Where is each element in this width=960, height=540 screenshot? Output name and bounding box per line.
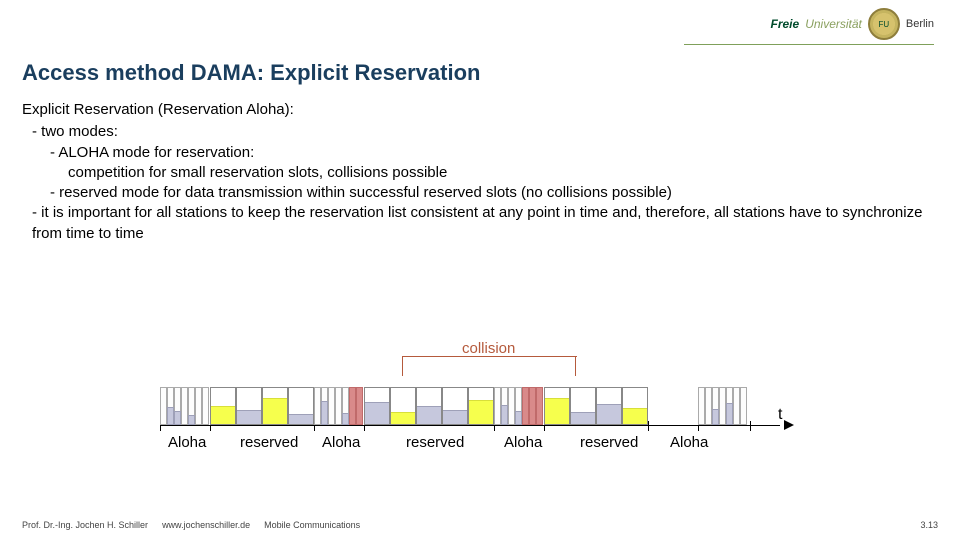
reserved-slot — [390, 387, 416, 425]
reserved-slot-fill — [443, 410, 467, 424]
reserved-slot — [236, 387, 262, 425]
aloha-collision-bar — [529, 387, 536, 425]
reserved-slot-fill — [545, 398, 569, 424]
segment-label: reserved — [406, 434, 464, 451]
collision-bracket-left — [402, 356, 403, 376]
segment-label: reserved — [580, 434, 638, 451]
reserved-slot-fill — [623, 408, 647, 424]
seal-icon: FU — [868, 8, 900, 40]
bullet-sync-note: - it is important for all stations to ke… — [22, 203, 938, 244]
reserved-slot — [596, 387, 622, 425]
footer-page-number: 3.13 — [920, 520, 938, 530]
axis-tick — [648, 421, 649, 431]
slide-body: Explicit Reservation (Reservation Aloha)… — [22, 100, 938, 244]
reserved-slot-fill — [571, 412, 595, 424]
aloha-mini-bar — [167, 407, 174, 425]
reserved-slot-fill — [237, 410, 261, 424]
aloha-collision-bar — [522, 387, 529, 425]
footer-url: www.jochenschiller.de — [162, 520, 250, 530]
reserved-slot — [442, 387, 468, 425]
aloha-slot — [195, 387, 202, 425]
aloha-slot — [494, 387, 501, 425]
time-axis — [160, 425, 780, 426]
segment-label: Aloha — [322, 434, 360, 451]
aloha-mini-bar — [174, 411, 181, 425]
aloha-collision-bar — [356, 387, 363, 425]
reserved-slot — [364, 387, 390, 425]
aloha-slot — [698, 387, 705, 425]
collision-bracket-top — [402, 356, 577, 357]
aloha-mini-bar — [712, 409, 719, 425]
segment-label: Aloha — [168, 434, 206, 451]
reserved-slot-fill — [365, 402, 389, 424]
time-axis-label: t — [778, 406, 782, 424]
aloha-slot — [705, 387, 712, 425]
slide-footer: Prof. Dr.-Ing. Jochen H. Schiller www.jo… — [22, 520, 938, 530]
aloha-slot — [719, 387, 726, 425]
reserved-slot-fill — [469, 400, 493, 424]
aloha-slot — [733, 387, 740, 425]
logo-word-universitat: Universität — [805, 17, 862, 31]
aloha-mini-bar — [501, 405, 508, 425]
reserved-slot — [288, 387, 314, 425]
footer-author: Prof. Dr.-Ing. Jochen H. Schiller — [22, 520, 148, 530]
aloha-slot — [314, 387, 321, 425]
bullet-aloha-mode: - ALOHA mode for reservation: — [22, 143, 938, 163]
segment-label: Aloha — [670, 434, 708, 451]
reserved-slot — [468, 387, 494, 425]
aloha-slot — [508, 387, 515, 425]
timeline-diagram: collision t Aloha reserved Aloha reserved Al… — [160, 340, 800, 490]
aloha-mini-bar — [188, 415, 195, 425]
logo-word-berlin: Berlin — [906, 18, 934, 30]
axis-arrowhead-icon — [784, 420, 794, 430]
aloha-slot — [181, 387, 188, 425]
reserved-slot-fill — [417, 406, 441, 424]
aloha-mini-bar — [321, 401, 328, 425]
axis-tick — [750, 421, 751, 431]
aloha-slot — [328, 387, 335, 425]
header-underline — [684, 44, 934, 45]
body-heading: Explicit Reservation (Reservation Aloha)… — [22, 100, 938, 120]
aloha-collision-bar — [536, 387, 543, 425]
aloha-mini-bar — [342, 413, 349, 425]
reserved-slot-fill — [391, 412, 415, 424]
aloha-slot — [740, 387, 747, 425]
aloha-collision-bar — [349, 387, 356, 425]
reserved-slot — [416, 387, 442, 425]
footer-course: Mobile Communications — [264, 520, 360, 530]
reserved-slot-fill — [597, 404, 621, 424]
reserved-slot — [570, 387, 596, 425]
reserved-slot — [210, 387, 236, 425]
collision-label: collision — [462, 340, 515, 357]
bullet-two-modes: - two modes: — [22, 122, 938, 142]
aloha-mini-bar — [726, 403, 733, 425]
collision-bracket-right — [575, 356, 576, 376]
reserved-slot-fill — [263, 398, 287, 424]
university-logo: Freie Universität FU Berlin — [771, 8, 935, 40]
timeline — [160, 376, 774, 426]
bullet-reserved-mode: - reserved mode for data transmission wi… — [22, 183, 938, 203]
bullet-aloha-detail: competition for small reservation slots,… — [22, 163, 938, 183]
logo-word-freie: Freie — [771, 17, 800, 31]
reserved-slot — [622, 387, 648, 425]
aloha-slot — [160, 387, 167, 425]
segment-label: Aloha — [504, 434, 542, 451]
segment-label: reserved — [240, 434, 298, 451]
reserved-slot — [262, 387, 288, 425]
aloha-slot — [202, 387, 209, 425]
aloha-mini-bar — [515, 411, 522, 425]
reserved-slot — [544, 387, 570, 425]
aloha-slot — [335, 387, 342, 425]
reserved-slot-fill — [211, 406, 235, 424]
reserved-slot-fill — [289, 414, 313, 424]
slide-title: Access method DAMA: Explicit Reservation — [22, 60, 480, 86]
